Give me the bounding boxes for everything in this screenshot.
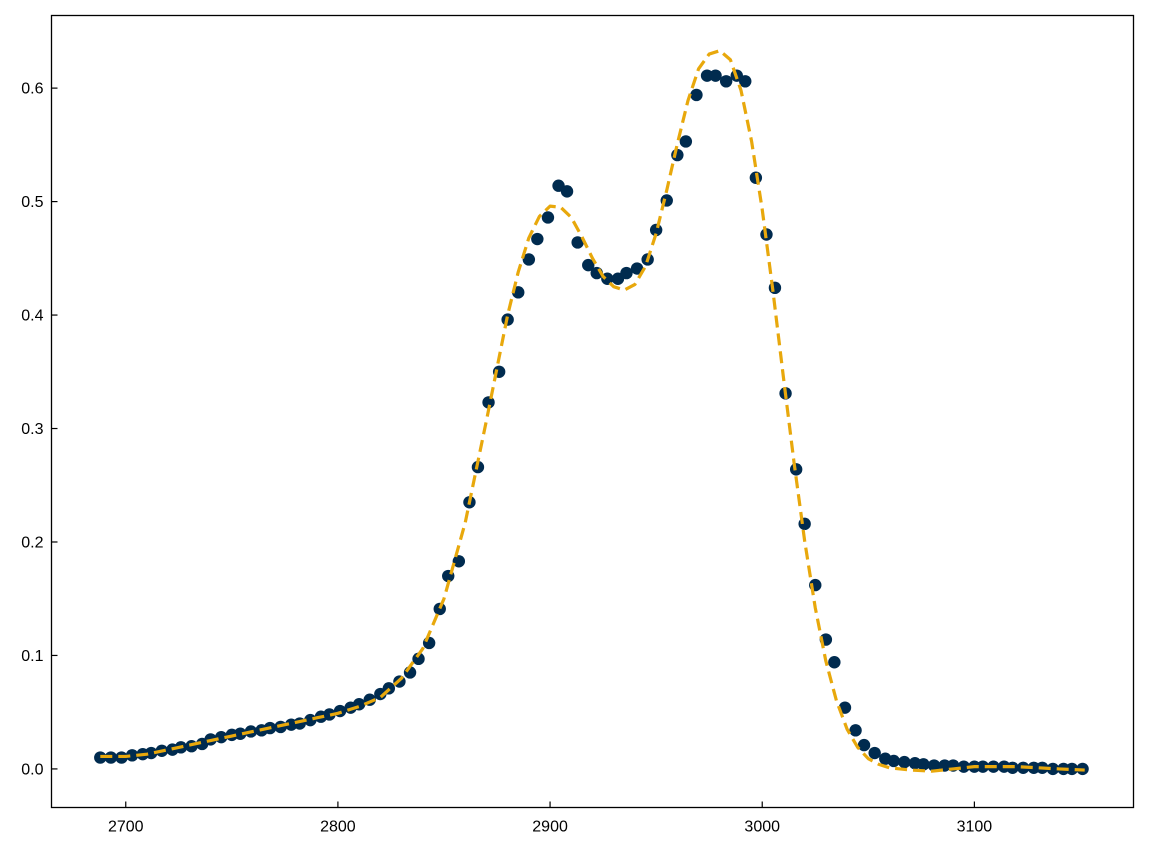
- y-tick-label: 0.3: [21, 421, 43, 438]
- x-tick-label: 2700: [108, 819, 144, 836]
- scatter-point: [531, 232, 544, 246]
- x-tick-label: 3100: [957, 819, 993, 836]
- scatter-point: [145, 746, 158, 760]
- scatter-point: [679, 135, 693, 148]
- scatter-point: [1027, 761, 1040, 774]
- y-tick-label: 0.2: [21, 534, 43, 551]
- fit-line: [100, 49, 1085, 773]
- scatter-point: [957, 760, 970, 773]
- scatter-point: [976, 760, 990, 773]
- scatter-point: [560, 185, 574, 198]
- plot-frame: [50, 14, 1135, 809]
- scatter-point: [739, 75, 752, 88]
- scatter-point: [719, 75, 733, 88]
- scatter-point: [234, 727, 247, 740]
- scatter-point: [690, 88, 703, 102]
- x-tick-label: 2900: [532, 819, 568, 836]
- scatter-point: [857, 738, 871, 752]
- y-tick-label: 0.1: [21, 648, 43, 665]
- scatter-point: [709, 69, 722, 82]
- y-tick-label: 0.6: [21, 81, 43, 98]
- scatter-point: [422, 636, 436, 650]
- scatter-point: [522, 253, 536, 266]
- scatter-point: [887, 754, 900, 768]
- scatter-point: [828, 656, 841, 669]
- y-axis: 0.0 0.1 0.2 0.3 0.4 0.5 0.6: [21, 81, 58, 778]
- scatter-point: [571, 236, 584, 249]
- scatter-point: [412, 652, 425, 666]
- scatter-point: [125, 749, 139, 762]
- scatter-point: [849, 724, 862, 737]
- x-axis: 2700 2800 2900 3000 3100: [108, 801, 993, 836]
- scatter-point: [700, 69, 714, 82]
- scatter-point: [541, 211, 555, 224]
- scatter-point: [868, 746, 881, 760]
- series-layer: [94, 49, 1089, 776]
- scatter-point: [433, 602, 446, 616]
- scatter-point: [630, 262, 644, 275]
- scatter-point: [452, 555, 466, 568]
- scatter-point: [1065, 762, 1079, 776]
- scatter-point: [323, 708, 336, 721]
- scatter-point: [898, 755, 911, 769]
- y-tick-label: 0.5: [21, 194, 43, 211]
- y-tick-label: 0.4: [21, 308, 43, 325]
- scatter-point: [482, 396, 495, 409]
- x-tick-label: 2800: [320, 819, 356, 836]
- y-tick-label: 0.0: [21, 761, 43, 778]
- scatter-series: [94, 69, 1089, 776]
- scatter-point: [620, 266, 633, 280]
- x-tick-label: 3000: [744, 819, 780, 836]
- scatter-point: [927, 759, 941, 772]
- scatter-point: [582, 258, 595, 272]
- scatter-point: [1046, 762, 1060, 776]
- scatter-point: [917, 758, 930, 771]
